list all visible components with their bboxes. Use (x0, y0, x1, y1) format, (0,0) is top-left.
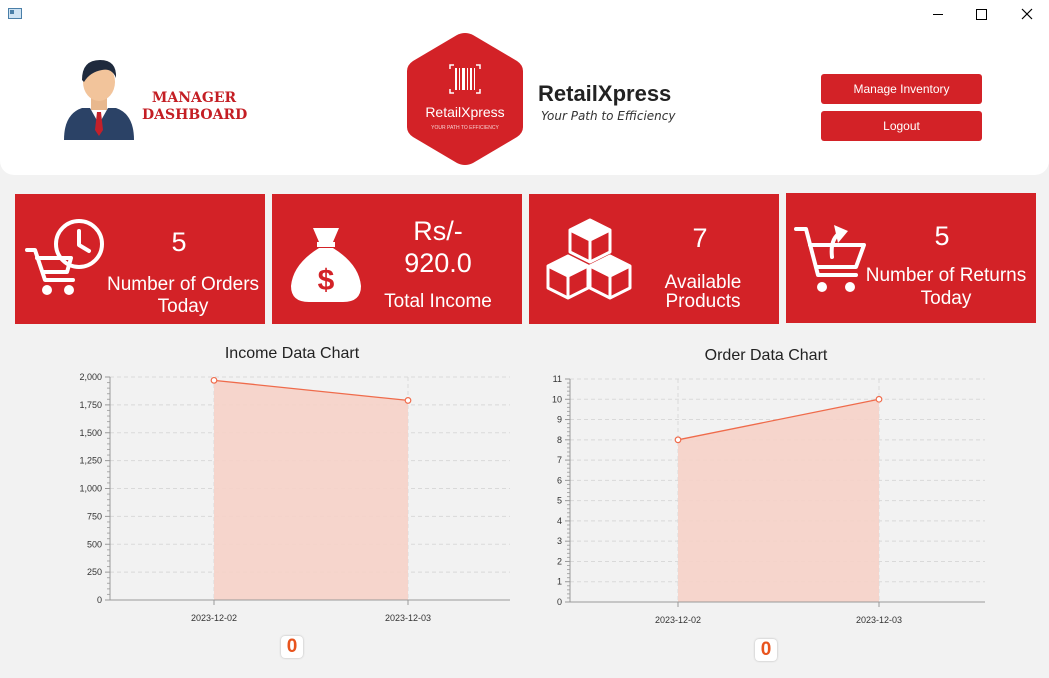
minimize-icon[interactable] (915, 0, 961, 30)
income-chart-title: Income Data Chart (224, 345, 360, 362)
maximize-icon[interactable] (958, 0, 1004, 30)
income-data-point (404, 397, 412, 404)
available-products-label-line1: Available (664, 272, 742, 293)
income-series-line (213, 379, 409, 402)
available-products-label-line2: Products (665, 291, 741, 312)
available-products-card: 7 Available Products (529, 194, 779, 324)
income-ytick-label: 2,000 (79, 372, 102, 382)
logout-button[interactable]: Logout (821, 111, 982, 141)
income-data-point (210, 376, 218, 384)
window-titlebar (0, 0, 1049, 30)
income-ytick-label: 1,750 (79, 400, 102, 410)
orders-today-value: 5 (171, 227, 187, 257)
money-bag-icon: $ (291, 228, 361, 302)
income-ytick-label: 1,250 (79, 456, 102, 466)
income-ytick-label: 0 (97, 595, 102, 605)
dashboard-header: MANAGER DASHBOARD RetailXpress YOUR PATH… (0, 30, 1049, 175)
income-zero-badge[interactable]: 0 (281, 636, 303, 658)
total-income-value-line1: Rs/- (413, 216, 463, 246)
income-ytick-label: 1,500 (79, 428, 102, 438)
manager-dashboard-title: MANAGER DASHBOARD (142, 90, 248, 124)
brand-name: RetailXpress (538, 81, 672, 106)
total-income-card: $ Rs/- 920.0 Total Income (272, 194, 522, 324)
close-icon[interactable] (1003, 0, 1049, 30)
returns-today-card: 5 Number of Returns Today (786, 193, 1036, 323)
returns-today-value: 5 (934, 221, 950, 251)
svg-text:$: $ (318, 264, 335, 297)
manage-inventory-button[interactable]: Manage Inventory (821, 74, 982, 104)
income-ytick-label: 750 (87, 511, 102, 521)
manager-title-line2: DASHBOARD (142, 107, 248, 123)
returns-today-label-line2: Today (920, 288, 972, 309)
logo-text: RetailXpress (425, 104, 504, 120)
order-zero-badge[interactable]: 0 (755, 639, 777, 661)
manager-title-line1: MANAGER (151, 90, 237, 106)
available-products-value: 7 (692, 223, 708, 253)
order-chart-title: Order Data Chart (704, 347, 828, 364)
income-ytick-label: 1,000 (79, 484, 102, 494)
returns-today-label-line1: Number of Returns (865, 265, 1027, 286)
total-income-value-line2: 920.0 (404, 248, 472, 278)
income-ytick-label: 250 (87, 567, 102, 577)
boxes-icon (546, 218, 632, 300)
cart-return-icon (794, 225, 866, 292)
logo-tagline: YOUR PATH TO EFFICIENCY (431, 125, 499, 131)
income-xtick-label: 2023-12-03 (385, 613, 431, 623)
cart-clock-icon (25, 219, 104, 295)
orders-today-label-line1: Number of Orders (106, 274, 260, 295)
brand-tagline: Your Path to Efficiency (541, 109, 676, 123)
orders-today-card: 5 Number of Orders Today (15, 194, 265, 324)
retailxpress-logo: RetailXpress YOUR PATH TO EFFICIENCY (407, 33, 523, 165)
orders-today-label-line2: Today (157, 296, 209, 317)
income-ytick-label: 500 (87, 539, 102, 549)
total-income-label: Total Income (384, 291, 492, 312)
income-xtick-label: 2023-12-02 (191, 613, 237, 623)
app-window-icon (8, 8, 22, 19)
manager-avatar-icon (64, 60, 134, 140)
income-area-fill (214, 380, 408, 600)
